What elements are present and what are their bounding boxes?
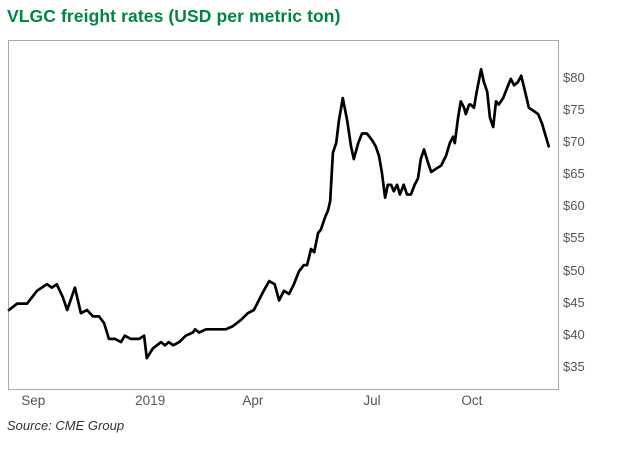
y-axis-label: $55	[563, 230, 585, 246]
y-axis-label: $75	[563, 101, 585, 117]
x-axis-label: Sep	[21, 393, 46, 408]
freight-rate-line-chart	[7, 67, 551, 360]
y-axis-label: $40	[563, 326, 585, 342]
y-axis-label: $50	[563, 262, 585, 278]
y-axis-label: $70	[563, 134, 585, 150]
plot-area	[7, 40, 559, 390]
x-axis-label: Apr	[242, 393, 264, 408]
y-axis-label: $45	[563, 294, 585, 310]
y-axis-label: $80	[563, 69, 585, 85]
x-axis-label: Jul	[363, 393, 381, 408]
y-axis-label: $60	[563, 198, 585, 214]
source-note: Source: CME Group	[7, 418, 125, 433]
x-axis-label: 2019	[135, 393, 166, 408]
freight-rate-line	[7, 67, 551, 360]
chart-title: VLGC freight rates (USD per metric ton)	[7, 6, 341, 26]
y-axis-label: $65	[563, 166, 585, 182]
x-axis-label: Oct	[461, 393, 483, 408]
y-axis-label: $35	[563, 358, 585, 374]
